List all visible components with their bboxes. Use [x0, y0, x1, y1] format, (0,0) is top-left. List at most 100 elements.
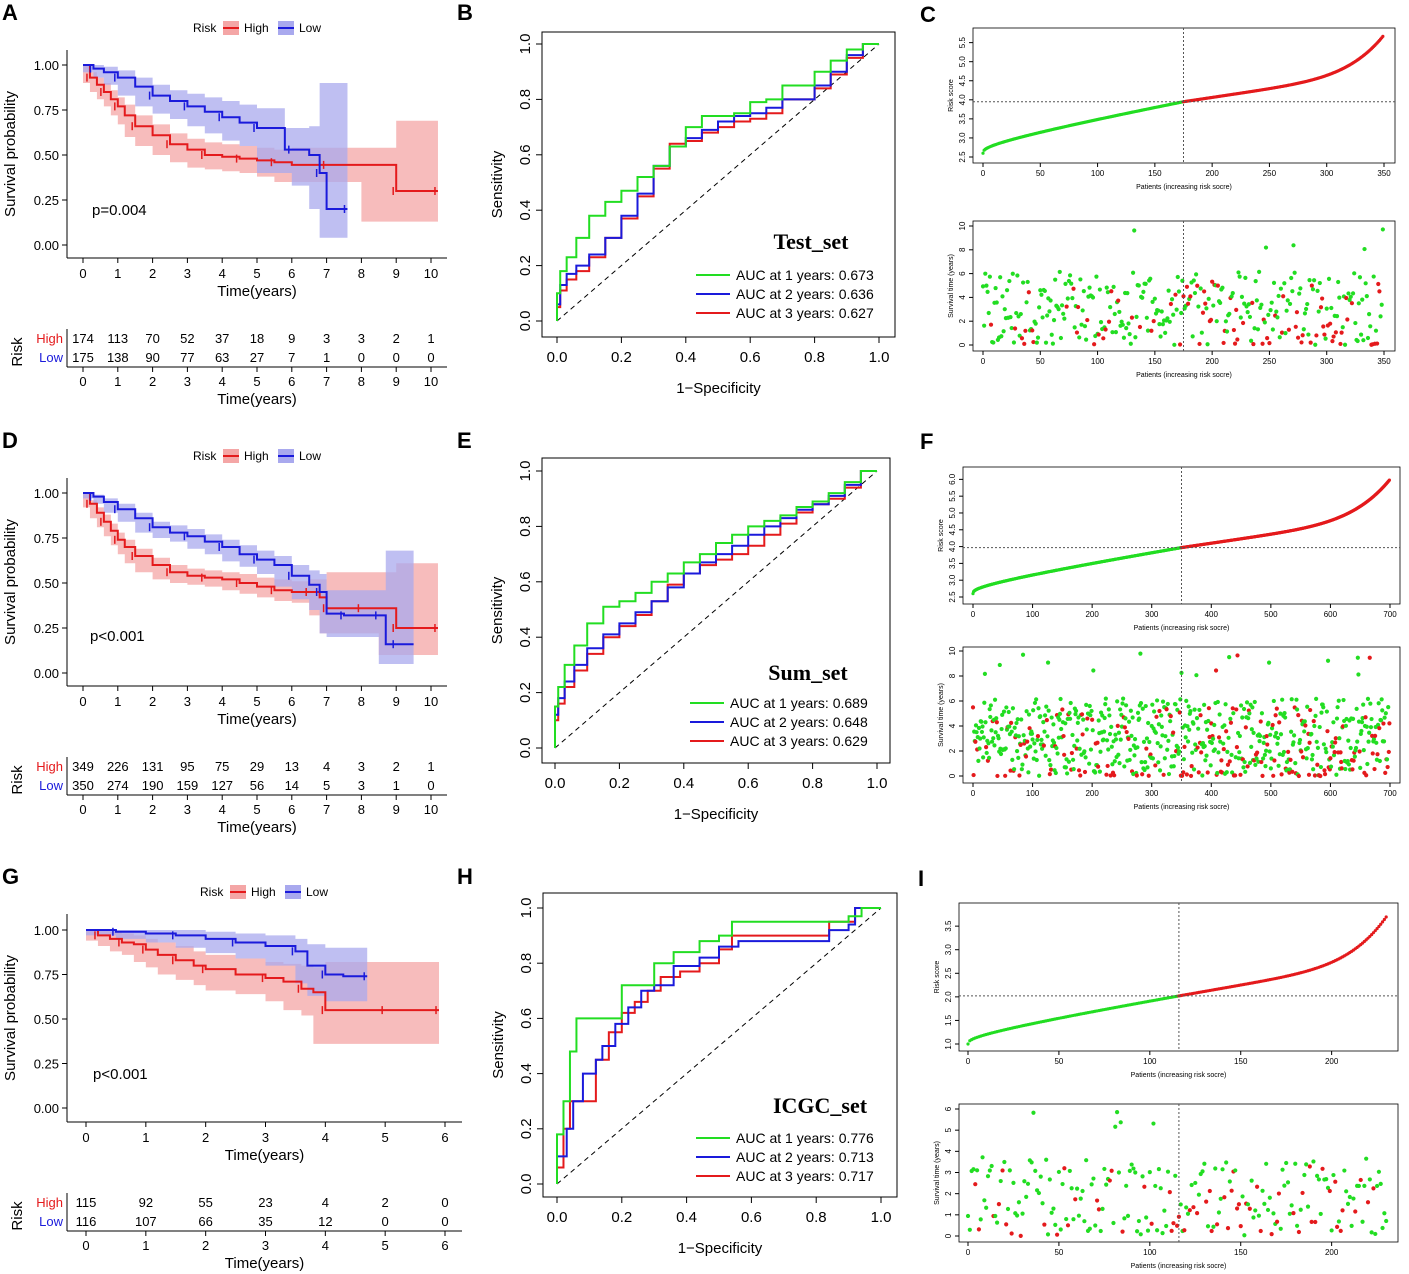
risk-count-high: 3 [358, 331, 365, 346]
alive-patient-point [1073, 712, 1078, 717]
alive-patient-point [980, 724, 985, 729]
alive-patient-point [1026, 712, 1032, 717]
risk-x-tick-label: 6 [288, 374, 295, 389]
y-tick-label: 0.50 [34, 1012, 59, 1027]
alive-patient-point [1094, 274, 1099, 279]
alive-patient-point [1229, 294, 1234, 299]
alive-patient-point [981, 735, 986, 740]
dead-patient-point [1191, 1205, 1196, 1210]
y-tick-label: 0.0 [517, 311, 534, 332]
dead-patient-point [1364, 773, 1369, 778]
x-tick-label: 5 [253, 266, 260, 281]
dead-patient-point [1199, 750, 1204, 755]
x-tick-label: 0 [971, 610, 976, 619]
y-tick-label: 4 [948, 723, 957, 728]
alive-patient-point [1160, 322, 1165, 327]
alive-patient-point [1136, 1218, 1142, 1224]
alive-patient-point [1277, 335, 1282, 340]
alive-patient-point [1258, 733, 1263, 739]
dead-patient-point [1339, 330, 1344, 335]
alive-patient-point [1348, 294, 1353, 299]
y-tick-label: 0.0 [518, 1174, 535, 1195]
dead-patient-point [973, 739, 978, 744]
alive-patient-point [1242, 301, 1247, 306]
alive-patient-point [1113, 330, 1119, 335]
alive-patient-point [1280, 697, 1285, 702]
dead-patient-point [1009, 1231, 1014, 1236]
alive-patient-point [1040, 1201, 1045, 1206]
alive-patient-point [976, 725, 982, 731]
alive-patient-point [991, 340, 996, 345]
x-tick-label: 5 [253, 694, 260, 709]
alive-patient-point [1053, 770, 1058, 776]
x-tick-label: 350 [1377, 357, 1391, 366]
risk-count-low: 63 [215, 350, 229, 365]
alive-patient-point [1106, 747, 1111, 752]
dead-patient-point [1041, 743, 1046, 748]
x-tick-label: 200 [1325, 1057, 1339, 1066]
alive-patient-point [1091, 1176, 1096, 1181]
alive-patient-point [1132, 228, 1137, 233]
alive-patient-point [1309, 731, 1314, 737]
dead-patient-point [1219, 758, 1224, 763]
alive-patient-point [1380, 227, 1385, 232]
y-tick-label: 4.0 [958, 94, 967, 106]
alive-patient-point [1253, 1208, 1258, 1213]
risk-count-low: 116 [76, 1214, 97, 1229]
alive-patient-point [1124, 1183, 1129, 1188]
y-axis-title: Sensitivity [489, 576, 506, 644]
x-tick-label: 100 [1091, 357, 1105, 366]
dead-patient-point [1265, 742, 1270, 747]
y-tick-label: 0.0 [517, 738, 534, 759]
alive-patient-point [1215, 699, 1220, 705]
alive-patient-point [1084, 727, 1089, 732]
alive-patient-point [1006, 709, 1011, 715]
dead-patient-point [1195, 745, 1200, 750]
alive-patient-point [1293, 1161, 1298, 1166]
dead-patient-point [1247, 1206, 1252, 1211]
alive-patient-point [1089, 708, 1094, 714]
alive-patient-point [1342, 1168, 1347, 1173]
dead-patient-point [1064, 304, 1069, 309]
alive-patient-point [1275, 741, 1280, 746]
alive-patient-point [1067, 1168, 1072, 1174]
dead-patient-point [1062, 752, 1067, 757]
alive-patient-point [1310, 752, 1315, 758]
alive-patient-point [1010, 706, 1016, 711]
alive-patient-point [1042, 729, 1047, 734]
dead-patient-point [1345, 317, 1350, 322]
risk-table-title: Risk [9, 1201, 26, 1231]
dead-patient-point [971, 772, 976, 778]
dead-patient-point [1299, 749, 1304, 754]
ci-band-low [86, 930, 368, 1002]
dead-patient-point [1003, 773, 1008, 778]
alive-patient-point [1305, 301, 1310, 307]
alive-patient-point [1275, 735, 1281, 741]
y-tick-label: 3 [944, 1170, 953, 1175]
risk-x-tick-label: 0 [79, 802, 86, 817]
alive-patient-point [1072, 743, 1077, 748]
alive-patient-point [1366, 739, 1371, 744]
alive-patient-point [980, 284, 986, 289]
risk-x-tick-label: 6 [288, 802, 295, 817]
alive-patient-point [1315, 288, 1320, 294]
dead-patient-point [1334, 1224, 1340, 1229]
alive-patient-point [1035, 737, 1040, 742]
legend-entry: AUC at 1 years: 0.689 [730, 695, 868, 711]
alive-patient-point [1284, 308, 1289, 313]
alive-patient-point [1298, 1207, 1303, 1212]
alive-patient-point [1033, 749, 1038, 754]
risk-x-tick-label: 0 [82, 1238, 89, 1253]
alive-patient-point [1220, 1167, 1225, 1172]
alive-patient-point [1156, 1166, 1162, 1172]
alive-patient-point [1254, 298, 1259, 303]
dead-patient-point [1027, 726, 1032, 731]
risk-score-point [1382, 917, 1386, 922]
alive-patient-point [1346, 738, 1351, 743]
dead-patient-point [1101, 336, 1106, 341]
alive-patient-point [1368, 701, 1373, 706]
dead-patient-point [1095, 740, 1100, 745]
alive-patient-point [1176, 289, 1182, 294]
y-axis-title: Sensitivity [490, 1011, 507, 1079]
dead-patient-point [1137, 324, 1143, 330]
